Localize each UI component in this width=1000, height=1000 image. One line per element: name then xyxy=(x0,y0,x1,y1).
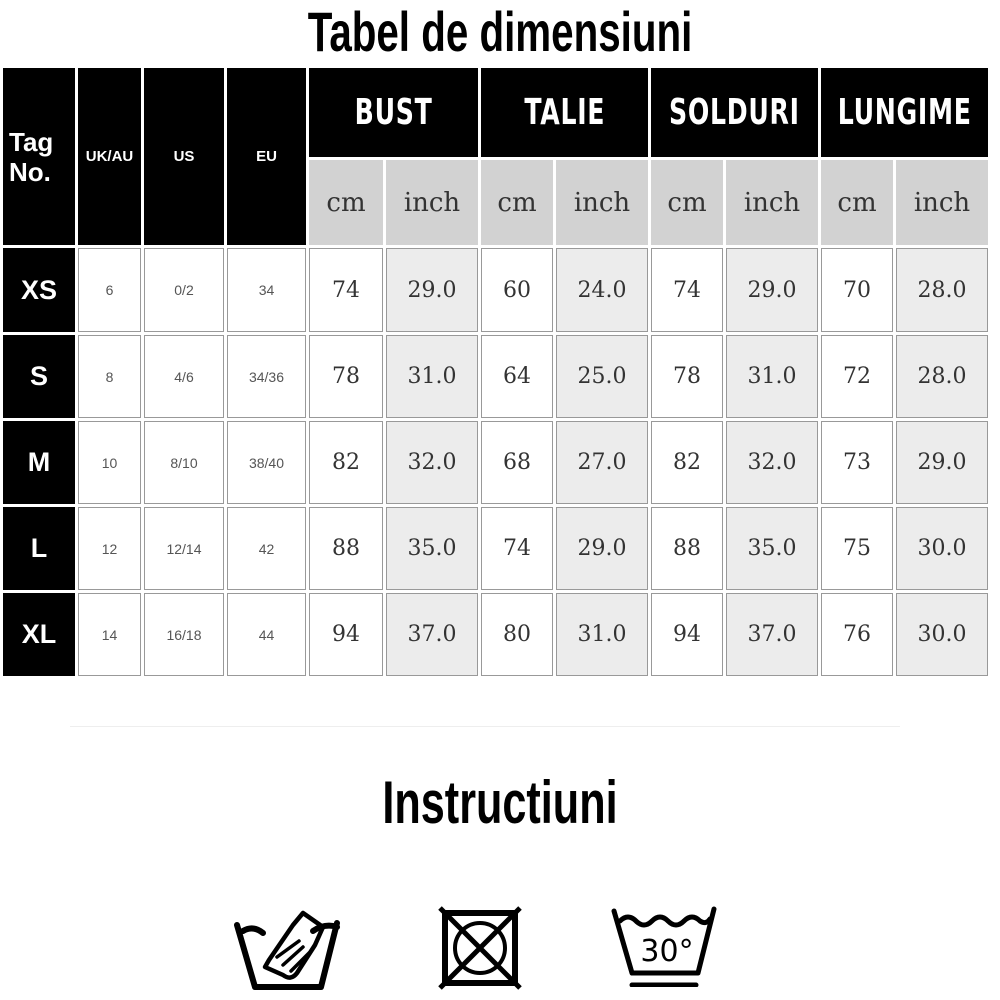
inch-value: 28.0 xyxy=(896,248,988,332)
inch-value: 31.0 xyxy=(556,593,648,676)
unit-header-inch: inch xyxy=(556,160,648,245)
cm-value: 82 xyxy=(309,421,383,504)
uk-au-size: 6 xyxy=(78,248,141,332)
inch-value: 35.0 xyxy=(386,507,478,590)
inch-value: 37.0 xyxy=(386,593,478,676)
us-size: 16/18 xyxy=(144,593,224,676)
us-size: 12/14 xyxy=(144,507,224,590)
inch-value: 37.0 xyxy=(726,593,818,676)
uk-au-size: 14 xyxy=(78,593,141,676)
inch-value: 32.0 xyxy=(726,421,818,504)
cm-value: 94 xyxy=(651,593,723,676)
inch-value: 28.0 xyxy=(896,335,988,418)
uk-au-size: 12 xyxy=(78,507,141,590)
inch-value: 35.0 xyxy=(726,507,818,590)
cm-value: 74 xyxy=(309,248,383,332)
eu-header: EU xyxy=(227,68,306,245)
size-tag: XL xyxy=(3,593,75,676)
cm-value: 60 xyxy=(481,248,553,332)
unit-header-cm: cm xyxy=(651,160,723,245)
inch-value: 29.0 xyxy=(726,248,818,332)
unit-header-cm: cm xyxy=(481,160,553,245)
inch-value: 25.0 xyxy=(556,335,648,418)
cm-value: 88 xyxy=(309,507,383,590)
cm-value: 74 xyxy=(481,507,553,590)
cm-value: 82 xyxy=(651,421,723,504)
cm-value: 76 xyxy=(821,593,893,676)
hand-wash-icon xyxy=(234,910,340,990)
inch-value: 30.0 xyxy=(896,593,988,676)
us-size: 8/10 xyxy=(144,421,224,504)
size-table: Tag No. UK/AU US EU BUST TALIE SOLDURI L… xyxy=(3,68,997,676)
inch-value: 31.0 xyxy=(386,335,478,418)
size-tag: XS xyxy=(3,248,75,332)
instructions-title: Instructiuni xyxy=(382,769,618,836)
unit-header-inch: inch xyxy=(386,160,478,245)
page-title: Tabel de dimensiuni xyxy=(307,0,693,63)
lungime-header: LUNGIME xyxy=(821,68,988,157)
unit-header-cm: cm xyxy=(821,160,893,245)
inch-value: 29.0 xyxy=(896,421,988,504)
us-size: 4/6 xyxy=(144,335,224,418)
do-not-tumble-dry-icon xyxy=(438,906,522,990)
cm-value: 64 xyxy=(481,335,553,418)
cm-value: 74 xyxy=(651,248,723,332)
us-size: 0/2 xyxy=(144,248,224,332)
cm-value: 75 xyxy=(821,507,893,590)
divider xyxy=(70,726,900,727)
cm-value: 94 xyxy=(309,593,383,676)
uk-au-size: 8 xyxy=(78,335,141,418)
inch-value: 24.0 xyxy=(556,248,648,332)
inch-value: 30.0 xyxy=(896,507,988,590)
uk-au-size: 10 xyxy=(78,421,141,504)
cm-value: 88 xyxy=(651,507,723,590)
eu-size: 38/40 xyxy=(227,421,306,504)
us-header: US xyxy=(144,68,224,245)
uk-au-header: UK/AU xyxy=(78,68,141,245)
inch-value: 31.0 xyxy=(726,335,818,418)
eu-size: 42 xyxy=(227,507,306,590)
inch-value: 29.0 xyxy=(386,248,478,332)
inch-value: 29.0 xyxy=(556,507,648,590)
inch-value: 27.0 xyxy=(556,421,648,504)
cm-value: 78 xyxy=(651,335,723,418)
eu-size: 44 xyxy=(227,593,306,676)
cm-value: 70 xyxy=(821,248,893,332)
cm-value: 72 xyxy=(821,335,893,418)
size-tag: S xyxy=(3,335,75,418)
cm-value: 73 xyxy=(821,421,893,504)
cm-value: 78 xyxy=(309,335,383,418)
wash-30-gentle-icon: 30° xyxy=(611,906,717,987)
unit-header-inch: inch xyxy=(896,160,988,245)
cm-value: 80 xyxy=(481,593,553,676)
inch-value: 32.0 xyxy=(386,421,478,504)
size-tag: M xyxy=(3,421,75,504)
unit-header-cm: cm xyxy=(309,160,383,245)
bust-header: BUST xyxy=(309,68,478,157)
talie-header: TALIE xyxy=(481,68,648,157)
wash-temperature: 30° xyxy=(640,934,693,969)
size-tag: L xyxy=(3,507,75,590)
tag-header: Tag No. xyxy=(3,68,75,245)
solduri-header: SOLDURI xyxy=(651,68,818,157)
unit-header-inch: inch xyxy=(726,160,818,245)
eu-size: 34/36 xyxy=(227,335,306,418)
cm-value: 68 xyxy=(481,421,553,504)
eu-size: 34 xyxy=(227,248,306,332)
